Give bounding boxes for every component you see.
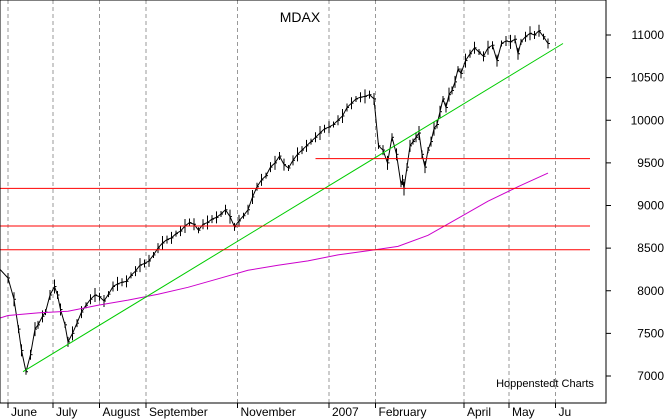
x-tick-label: Ju — [559, 405, 572, 419]
x-tick-label: May — [512, 405, 535, 419]
y-tick-label: 9000 — [637, 199, 664, 213]
y-tick-label: 10500 — [631, 71, 665, 85]
x-tick-label: June — [11, 405, 37, 419]
trend-line — [22, 43, 564, 373]
x-tick-label: February — [379, 405, 427, 419]
y-tick-label: 10000 — [631, 113, 665, 127]
chart-title: MDAX — [280, 9, 321, 25]
y-tick-label: 8500 — [637, 241, 664, 255]
moving_average-line — [0, 172, 549, 319]
x-tick-label: September — [149, 405, 208, 419]
y-tick-label: 9500 — [637, 156, 664, 170]
axis-layer: June July August September November 2007 Febru… — [7, 28, 665, 419]
x-tick-label: August — [103, 405, 141, 419]
x-tick-label: July — [56, 405, 77, 419]
plot-frame — [0, 0, 607, 404]
source-note: Hoppenstedt Charts — [496, 378, 594, 390]
y-tick-label: 7500 — [637, 326, 664, 340]
line-layer — [0, 24, 590, 375]
y-tick-label: 11000 — [632, 28, 665, 42]
x-tick-label: November — [241, 405, 296, 419]
y-tick-label: 8000 — [637, 284, 664, 298]
x-tick-label: April — [467, 405, 491, 419]
y-tick-label: 7000 — [637, 369, 664, 383]
x-tick-label: 2007 — [332, 405, 359, 419]
